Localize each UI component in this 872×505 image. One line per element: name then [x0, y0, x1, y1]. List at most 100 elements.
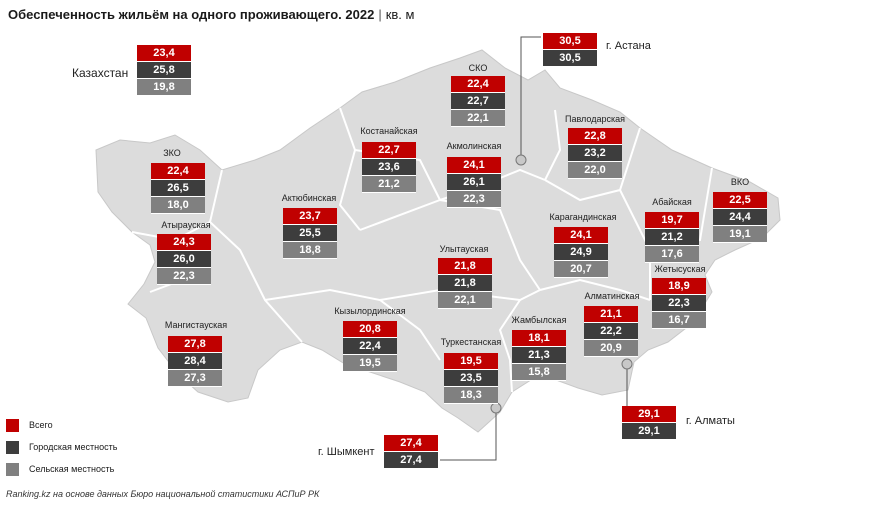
city-values-almaty: 29,1 29,1	[622, 406, 676, 440]
region-label-kostanay: Костанайская	[360, 126, 418, 136]
region-label-turkestan: Туркестанская	[440, 337, 502, 347]
value-urban: 30,5	[543, 50, 597, 67]
region-label-aktobe: Актюбинская	[281, 193, 337, 203]
region-values-abai: 19,7 21,2 17,6	[645, 212, 699, 263]
value-total: 22,4	[151, 163, 205, 180]
value-total: 30,5	[543, 33, 597, 50]
region-values-zhetysu: 18,9 22,3 16,7	[652, 278, 706, 329]
value-urban: 22,4	[343, 338, 397, 355]
value-total: 22,4	[451, 76, 505, 93]
source-footer: Ranking.kz на основе данных Бюро национа…	[6, 489, 320, 499]
value-total: 24,3	[157, 234, 211, 251]
legend-swatch-urban	[6, 440, 19, 454]
region-label-akmola: Акмолинская	[446, 141, 502, 151]
value-urban: 23,5	[444, 370, 498, 387]
value-rural: 27,3	[168, 370, 222, 387]
region-values-vko: 22,5 24,4 19,1	[713, 192, 767, 243]
value-urban: 29,1	[622, 423, 676, 440]
region-label-zhetysu: Жетысуская	[654, 264, 706, 274]
value-total: 23,4	[137, 45, 191, 62]
value-total: 22,8	[568, 128, 622, 145]
region-values-mangystau: 27,8 28,4 27,3	[168, 336, 222, 387]
title-unit: кв. м	[385, 7, 415, 22]
region-label-almaty-region: Алматинская	[584, 291, 640, 301]
value-urban: 22,3	[652, 295, 706, 312]
value-total: 22,7	[362, 142, 416, 159]
value-total: 21,8	[438, 258, 492, 275]
region-values-zhambyl: 18,1 21,3 15,8	[512, 330, 566, 381]
kazakhstan-label: Казахстан	[72, 66, 129, 80]
region-label-zhambyl: Жамбылская	[511, 315, 567, 325]
value-urban: 26,5	[151, 180, 205, 197]
value-rural: 19,8	[137, 79, 191, 96]
value-urban: 22,7	[451, 93, 505, 110]
value-total: 23,7	[283, 208, 337, 225]
value-rural: 22,3	[157, 268, 211, 285]
value-total: 24,1	[447, 157, 501, 174]
value-rural: 19,5	[343, 355, 397, 372]
value-rural: 21,2	[362, 176, 416, 193]
value-rural: 19,1	[713, 226, 767, 243]
region-values-almaty-region: 21,1 22,2 20,9	[584, 306, 638, 357]
value-rural: 18,0	[151, 197, 205, 214]
legend-item-total: Всего	[6, 418, 117, 432]
region-label-zko: ЗКО	[163, 148, 181, 158]
value-total: 20,8	[343, 321, 397, 338]
region-values-kostanay: 22,7 23,6 21,2	[362, 142, 416, 193]
city-label-almaty: г. Алматы	[686, 415, 735, 427]
value-rural: 22,0	[568, 162, 622, 179]
legend-label-rural: Сельская местность	[29, 464, 115, 474]
legend: Всего Городская местность Сельская местн…	[6, 418, 117, 484]
legend-label-total: Всего	[29, 420, 53, 430]
legend-swatch-rural	[6, 462, 19, 476]
value-total: 22,5	[713, 192, 767, 209]
almaty-marker	[621, 358, 633, 370]
value-rural: 17,6	[645, 246, 699, 263]
value-total: 27,4	[384, 435, 438, 452]
region-values-atyrau: 24,3 26,0 22,3	[157, 234, 211, 285]
value-rural: 20,9	[584, 340, 638, 357]
region-label-kyzylorda: Кызылординская	[334, 306, 406, 316]
value-total: 24,1	[554, 227, 608, 244]
value-urban: 27,4	[384, 452, 438, 469]
value-urban: 21,8	[438, 275, 492, 292]
value-urban: 26,0	[157, 251, 211, 268]
value-urban: 23,2	[568, 145, 622, 162]
value-urban: 28,4	[168, 353, 222, 370]
region-label-vko: ВКО	[730, 177, 750, 187]
value-total: 21,1	[584, 306, 638, 323]
city-values-astana: 30,5 30,5	[543, 33, 597, 67]
value-total: 18,9	[652, 278, 706, 295]
shymkent-leader	[440, 408, 497, 461]
astana-leader	[520, 36, 541, 158]
region-label-karaganda: Карагандинская	[549, 212, 617, 222]
value-total: 19,5	[444, 353, 498, 370]
value-urban: 24,4	[713, 209, 767, 226]
value-urban: 25,5	[283, 225, 337, 242]
value-rural: 16,7	[652, 312, 706, 329]
region-values-pavlodar: 22,8 23,2 22,0	[568, 128, 622, 179]
shymkent-marker	[490, 402, 502, 414]
value-total: 18,1	[512, 330, 566, 347]
value-rural: 18,3	[444, 387, 498, 404]
city-label-shymkent: г. Шымкент	[318, 446, 375, 458]
kazakhstan-values: 23,4 25,8 19,8	[137, 45, 191, 96]
legend-label-urban: Городская местность	[29, 442, 118, 452]
legend-swatch-total	[6, 418, 19, 432]
title-main: Обеспеченность жильём на одного проживаю…	[8, 7, 375, 22]
region-values-karaganda: 24,1 24,9 20,7	[554, 227, 608, 278]
astana-marker	[515, 154, 527, 166]
value-rural: 20,7	[554, 261, 608, 278]
region-label-ulytau: Улытауская	[439, 244, 489, 254]
region-values-zko: 22,4 26,5 18,0	[151, 163, 205, 214]
value-rural: 18,8	[283, 242, 337, 259]
value-urban: 22,2	[584, 323, 638, 340]
region-label-mangystau: Мангистауская	[164, 320, 228, 330]
value-urban: 25,8	[137, 62, 191, 79]
value-urban: 26,1	[447, 174, 501, 191]
legend-item-urban: Городская местность	[6, 440, 117, 454]
value-urban: 23,6	[362, 159, 416, 176]
region-values-aktobe: 23,7 25,5 18,8	[283, 208, 337, 259]
legend-item-rural: Сельская местность	[6, 462, 117, 476]
